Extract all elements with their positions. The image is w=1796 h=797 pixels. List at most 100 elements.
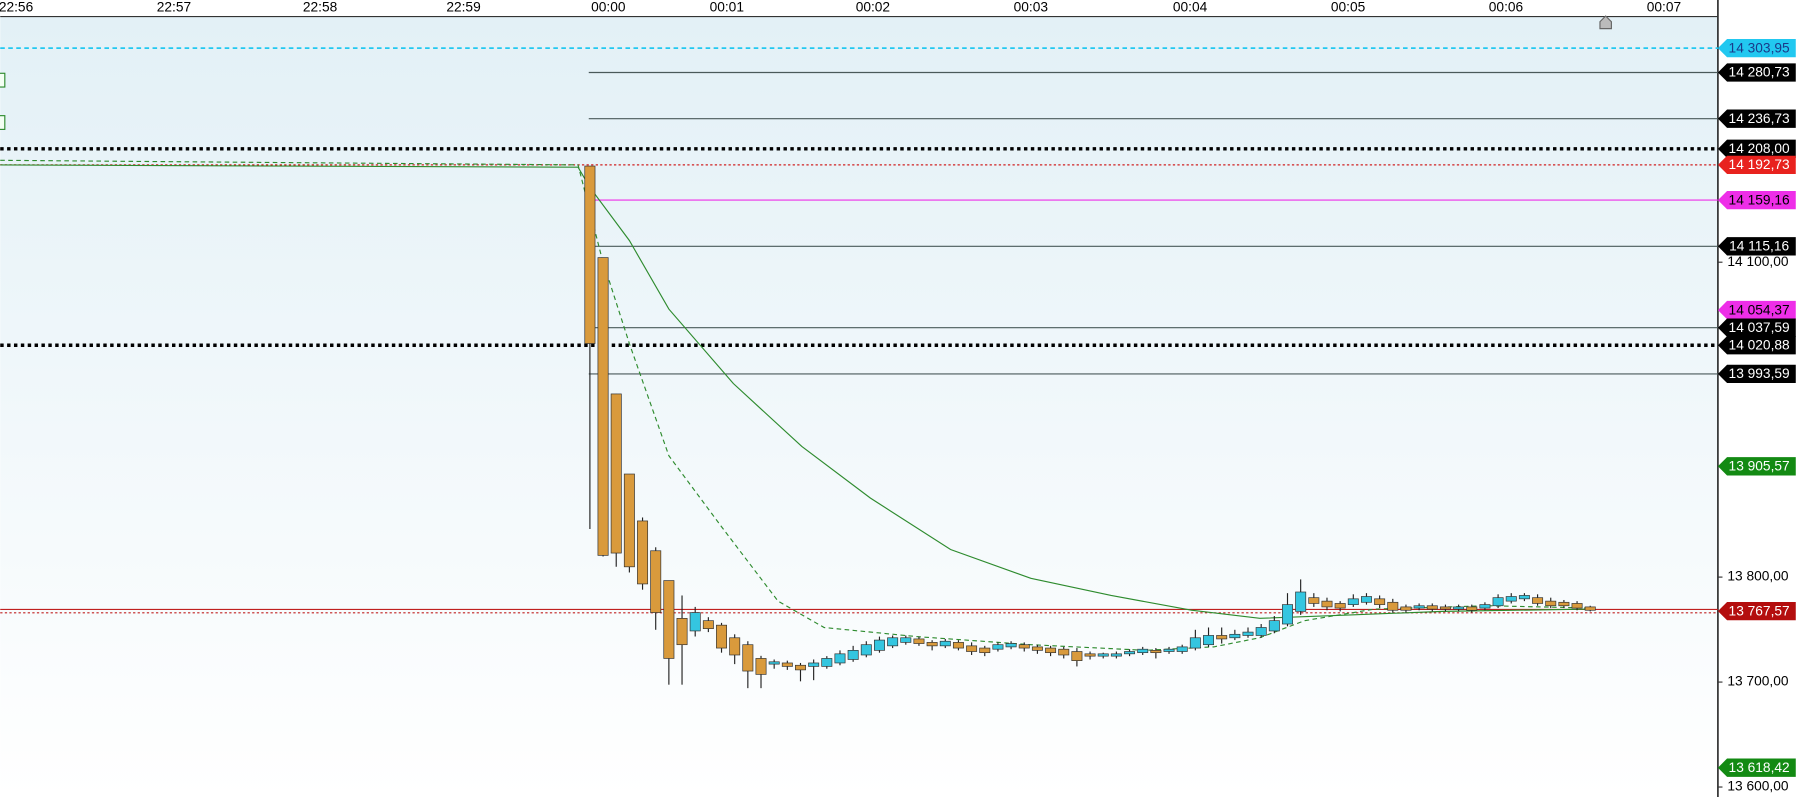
level-label: 14 303,95 xyxy=(1729,40,1790,55)
candle-body xyxy=(597,257,609,556)
candle-body xyxy=(1242,631,1254,636)
candle-body xyxy=(1505,596,1517,602)
candle-body xyxy=(637,520,649,585)
candle-body xyxy=(1571,603,1583,609)
x-tick-label: 22:58 xyxy=(303,0,338,15)
x-tick-label: 00:02 xyxy=(856,0,890,15)
x-tick-label: 00:01 xyxy=(710,0,744,15)
level-label: 14 159,16 xyxy=(1729,192,1790,207)
x-tick-label: 00:06 xyxy=(1489,0,1524,15)
level-label: 14 020,88 xyxy=(1729,337,1790,352)
candle-body xyxy=(795,664,806,671)
candle-body xyxy=(1097,653,1109,657)
candle-body xyxy=(1150,650,1162,654)
candle-body xyxy=(1110,653,1122,657)
candle-body xyxy=(1189,637,1201,649)
level-tag xyxy=(1717,758,1796,777)
candle-body xyxy=(650,550,662,613)
candle-body xyxy=(1479,604,1491,609)
candle-body xyxy=(1216,635,1228,640)
candle-body xyxy=(1176,646,1188,652)
candle-body xyxy=(1387,601,1399,611)
level-tag xyxy=(1717,109,1796,128)
x-tick-label: 22:59 xyxy=(446,0,480,15)
candle-body xyxy=(900,637,912,643)
candle-body xyxy=(834,653,846,664)
candle-body xyxy=(847,650,859,660)
candle-body xyxy=(939,640,951,647)
level-tag xyxy=(1717,300,1796,320)
x-tick-label: 00:07 xyxy=(1647,0,1681,15)
candle-body xyxy=(1374,598,1386,605)
candle-body xyxy=(1453,606,1465,610)
level-label: 13 618,42 xyxy=(1729,760,1790,775)
level-label: 14 208,00 xyxy=(1729,141,1790,156)
level-label: 14 192,73 xyxy=(1729,157,1790,172)
candle-body xyxy=(808,662,820,667)
y-tick-label: 13 700,00 xyxy=(1727,674,1788,689)
level-tag xyxy=(1717,336,1796,355)
level-tag xyxy=(1717,190,1796,210)
x-tick-label: 00:00 xyxy=(591,0,626,15)
level-label: 13 993,59 xyxy=(1729,366,1790,381)
y-tick-label: 14 100,00 xyxy=(1727,254,1788,269)
candle-body xyxy=(913,638,925,644)
candle-body xyxy=(1584,606,1596,611)
candle-body xyxy=(992,644,1004,650)
candle-body xyxy=(860,644,872,656)
candle-body xyxy=(1360,596,1372,603)
moving-averages xyxy=(0,159,1592,651)
candle-body xyxy=(1203,635,1215,646)
level-tag xyxy=(1717,457,1796,476)
candle-body xyxy=(1058,648,1070,656)
candle-body xyxy=(623,473,635,568)
x-tick-label: 00:04 xyxy=(1173,0,1208,15)
candle-body xyxy=(1413,605,1425,609)
x-tick-label: 00:05 xyxy=(1331,0,1366,15)
y-tick-label: 13 600,00 xyxy=(1727,779,1788,794)
candle-body xyxy=(1400,606,1412,611)
candle-body xyxy=(676,618,688,646)
candle-body xyxy=(1545,600,1557,607)
candle-body xyxy=(1229,633,1241,639)
candle-body xyxy=(1018,644,1030,649)
candle-body xyxy=(887,637,899,647)
y-tick-label: 13 800,00 xyxy=(1727,569,1788,584)
candle-body xyxy=(1532,597,1544,604)
candle-body xyxy=(742,644,754,672)
candle-body xyxy=(1334,603,1346,609)
candle-body xyxy=(1084,653,1096,657)
candle-body xyxy=(1492,597,1504,607)
x-tick-label: 00:03 xyxy=(1014,0,1049,15)
candle-body xyxy=(821,658,833,667)
x-tick-label: 22:56 xyxy=(0,0,34,15)
scroll-marker xyxy=(1599,15,1612,30)
candle-body xyxy=(1321,600,1333,608)
candle-body xyxy=(1268,620,1280,632)
candle-body xyxy=(952,642,964,649)
candle-body xyxy=(729,637,741,656)
candle-body xyxy=(926,642,938,647)
candle-body xyxy=(689,612,701,632)
candle-body xyxy=(781,662,793,667)
candle-body xyxy=(1558,601,1570,607)
level-label: 13 767,57 xyxy=(1729,603,1790,618)
level-tag xyxy=(1717,63,1796,82)
candle-body xyxy=(873,639,885,651)
candle-body xyxy=(1282,604,1293,625)
moving-average xyxy=(0,164,1592,619)
level-label: 14 280,73 xyxy=(1729,65,1790,80)
candle-body xyxy=(1124,651,1136,655)
candle-body xyxy=(1163,648,1175,652)
candle-body xyxy=(1031,646,1043,651)
candle-body xyxy=(610,393,622,554)
candle-body xyxy=(768,661,780,665)
candle-body xyxy=(584,165,596,344)
time-axis-band xyxy=(0,0,1796,17)
candle-body xyxy=(663,580,675,659)
candle-body xyxy=(755,658,767,675)
candle-body xyxy=(1466,606,1478,611)
level-label: 14 236,73 xyxy=(1729,111,1790,126)
